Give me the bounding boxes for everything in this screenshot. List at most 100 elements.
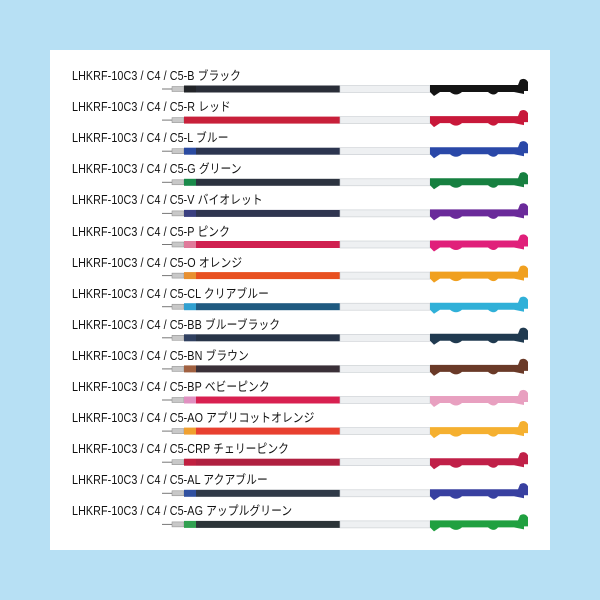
refill-label: LHKRF-10C3 / C4 / C5-O オレンジ	[72, 252, 242, 271]
refill-nib	[171, 490, 185, 497]
refill-label: LHKRF-10C3 / C4 / C5-AL アクアブルー	[72, 469, 268, 488]
refill-clear-tube	[339, 427, 431, 435]
refill-label: LHKRF-10C3 / C4 / C5-BN ブラウン	[72, 345, 249, 364]
refill-code: LHKRF-10C3 / C4 / C5-O	[72, 255, 196, 270]
refill-nib	[171, 397, 185, 403]
refill-clip	[430, 296, 528, 314]
refill-clear-tube	[339, 365, 431, 373]
refill-color-name: レッド	[198, 100, 231, 115]
refill-collar	[184, 365, 196, 373]
refill-collar	[184, 334, 196, 342]
refill-ink-tube	[196, 489, 340, 497]
refill-clear-tube	[339, 396, 431, 404]
refill-color-name: アクアブルー	[203, 473, 268, 488]
refill-code: LHKRF-10C3 / C4 / C5-V	[72, 193, 195, 208]
refill-code: LHKRF-10C3 / C4 / C5-CL	[72, 286, 201, 301]
refill-clear-tube	[339, 209, 431, 218]
refill-color-name: ピンク	[197, 224, 230, 239]
refill-clip	[430, 78, 528, 96]
refill-clip	[430, 234, 528, 252]
refill-clip	[430, 514, 528, 532]
refill-nib	[171, 210, 185, 217]
refill-collar	[184, 209, 196, 217]
refill-clip	[430, 452, 528, 470]
refill-code: LHKRF-10C3 / C4 / C5-L	[72, 131, 193, 146]
refill-nib	[171, 148, 185, 154]
refill-nib	[171, 179, 185, 186]
refill-clip	[430, 420, 528, 439]
refill-label: LHKRF-10C3 / C4 / C5-G グリーン	[72, 158, 242, 177]
refill-collar	[184, 272, 196, 280]
refill-code: LHKRF-10C3 / C4 / C5-BN	[72, 348, 203, 363]
refill-nib	[171, 335, 185, 341]
refill-clear-tube	[339, 240, 431, 249]
refill-ink-tube	[196, 458, 340, 466]
refill-collar	[184, 303, 196, 311]
refill-clear-tube	[339, 147, 431, 155]
refill-nib	[171, 428, 185, 434]
refill-nib	[171, 521, 185, 528]
refill-color-name: ベビーピンク	[204, 380, 270, 394]
refill-label: LHKRF-10C3 / C4 / C5-AO アプリコットオレンジ	[72, 407, 314, 426]
refill-nib	[171, 366, 185, 372]
refill-code: LHKRF-10C3 / C4 / C5-BP	[72, 380, 202, 394]
refill-collar	[184, 458, 196, 466]
refill-color-name: ブルーブラック	[204, 317, 281, 332]
refill-collar	[184, 116, 196, 124]
refill-code: LHKRF-10C3 / C4 / C5-AG	[72, 504, 204, 519]
refill-code: LHKRF-10C3 / C4 / C5-AL	[72, 473, 201, 488]
refill-clear-tube	[339, 489, 431, 498]
refill-color-name: バイオレット	[197, 193, 263, 208]
refill-color-name: グリーン	[198, 162, 242, 177]
refill-clear-tube	[339, 333, 431, 342]
refill-clip	[430, 109, 528, 128]
refill-clear-tube	[339, 178, 431, 187]
refill-label: LHKRF-10C3 / C4 / C5-B ブラック	[72, 65, 241, 84]
refill-label: LHKRF-10C3 / C4 / C5-CRP チェリーピンク	[72, 438, 289, 457]
refill-collar	[184, 489, 196, 497]
refill-label: LHKRF-10C3 / C4 / C5-CL クリアブルー	[72, 283, 269, 302]
refill-ink-tube	[196, 241, 340, 248]
refill-ink-tube	[196, 334, 340, 342]
refill-collar	[184, 85, 196, 93]
refill-clip	[430, 389, 528, 407]
refill-clip	[430, 358, 528, 376]
refill-code: LHKRF-10C3 / C4 / C5-B	[72, 69, 195, 83]
refill-ink-tube	[196, 116, 340, 124]
refill-collar	[184, 427, 196, 435]
refill-ink-tube	[196, 520, 340, 528]
refill-collar	[184, 147, 196, 155]
refill-color-name: ブルー	[196, 131, 229, 146]
refill-nib	[171, 459, 185, 465]
refill-collar	[184, 241, 196, 248]
refill-collar	[184, 520, 196, 528]
refill-collar	[184, 396, 196, 404]
refill-label: LHKRF-10C3 / C4 / C5-BP ベビーピンク	[72, 376, 270, 395]
refill-color-name: アプリコットオレンジ	[206, 411, 315, 426]
refill-clear-tube	[339, 520, 431, 529]
refill-label: LHKRF-10C3 / C4 / C5-AG アップルグリーン	[72, 500, 292, 519]
refill-nib	[171, 272, 185, 279]
refill-color-name: ブラック	[197, 69, 242, 83]
refill-code: LHKRF-10C3 / C4 / C5-P	[72, 224, 195, 239]
refill-clear-tube	[339, 458, 431, 467]
refill-color-name: オレンジ	[198, 255, 243, 270]
refill-nib	[171, 86, 185, 92]
refill-label: LHKRF-10C3 / C4 / C5-P ピンク	[72, 221, 230, 240]
refill-code: LHKRF-10C3 / C4 / C5-BB	[72, 317, 202, 332]
refill-color-name: クリアブルー	[203, 286, 269, 301]
refill-ink-tube	[196, 209, 340, 217]
product-card: LHKRF-10C3 / C4 / C5-B ブラック LHKRF-10C3 / …	[50, 50, 550, 550]
refill-clip	[430, 327, 528, 345]
refill-color-name: チェリーピンク	[213, 442, 290, 457]
refill-ink-tube	[196, 427, 340, 435]
refill-collar	[184, 178, 196, 186]
refill-clear-tube	[339, 116, 431, 124]
refills-illustration	[162, 78, 528, 532]
refill-label: LHKRF-10C3 / C4 / C5-R レッド	[72, 96, 231, 115]
refill-clear-tube	[339, 85, 431, 93]
refill-ink-tube	[196, 85, 340, 93]
refill-code: LHKRF-10C3 / C4 / C5-R	[72, 100, 196, 115]
refill-clear-tube	[339, 302, 431, 311]
refill-ink-tube	[196, 303, 340, 311]
